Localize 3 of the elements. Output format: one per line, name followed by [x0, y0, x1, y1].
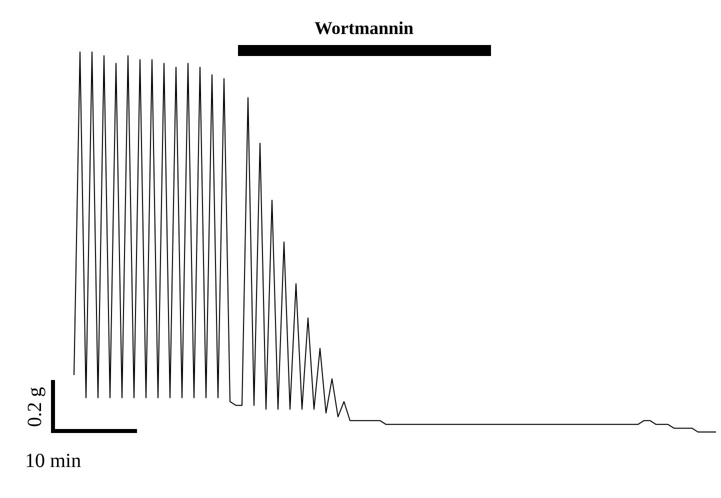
text: 0.2 g	[24, 387, 46, 427]
text: 10 min	[25, 450, 82, 472]
text: Wortmannin	[314, 18, 414, 38]
